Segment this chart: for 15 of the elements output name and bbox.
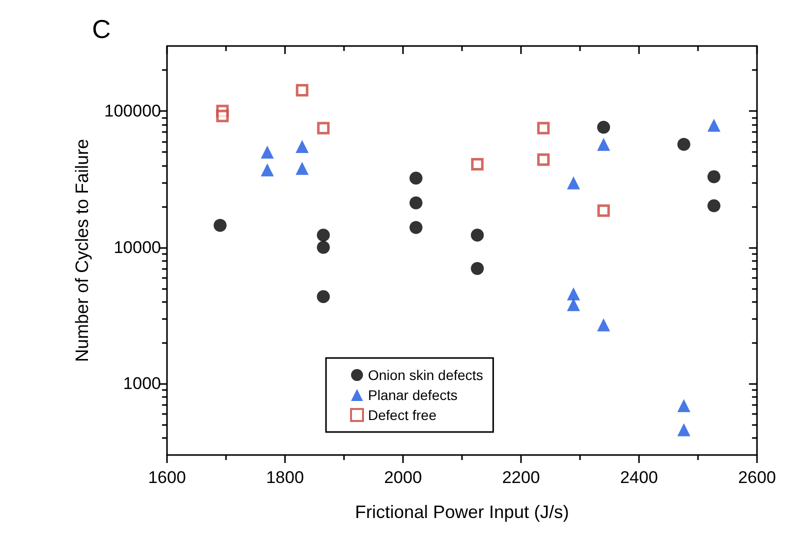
y-tick-label: 10000 xyxy=(114,238,161,257)
legend-label: Planar defects xyxy=(368,387,458,403)
x-tick-label: 1600 xyxy=(148,468,186,487)
y-axis-title: Number of Cycles to Failure xyxy=(72,138,92,362)
x-tick-label: 1800 xyxy=(266,468,304,487)
legend-label: Onion skin defects xyxy=(368,367,484,383)
x-tick-label: 2600 xyxy=(738,468,776,487)
y-tick-label: 100000 xyxy=(104,102,161,121)
x-axis-title: Frictional Power Input (J/s) xyxy=(354,502,570,522)
x-tick-label: 2200 xyxy=(502,468,540,487)
legend-label: Defect free xyxy=(368,407,437,423)
x-tick-label: 2400 xyxy=(620,468,658,487)
x-tick-label: 2000 xyxy=(384,468,422,487)
y-tick-label: 1000 xyxy=(123,374,161,394)
text: C xyxy=(92,14,111,44)
